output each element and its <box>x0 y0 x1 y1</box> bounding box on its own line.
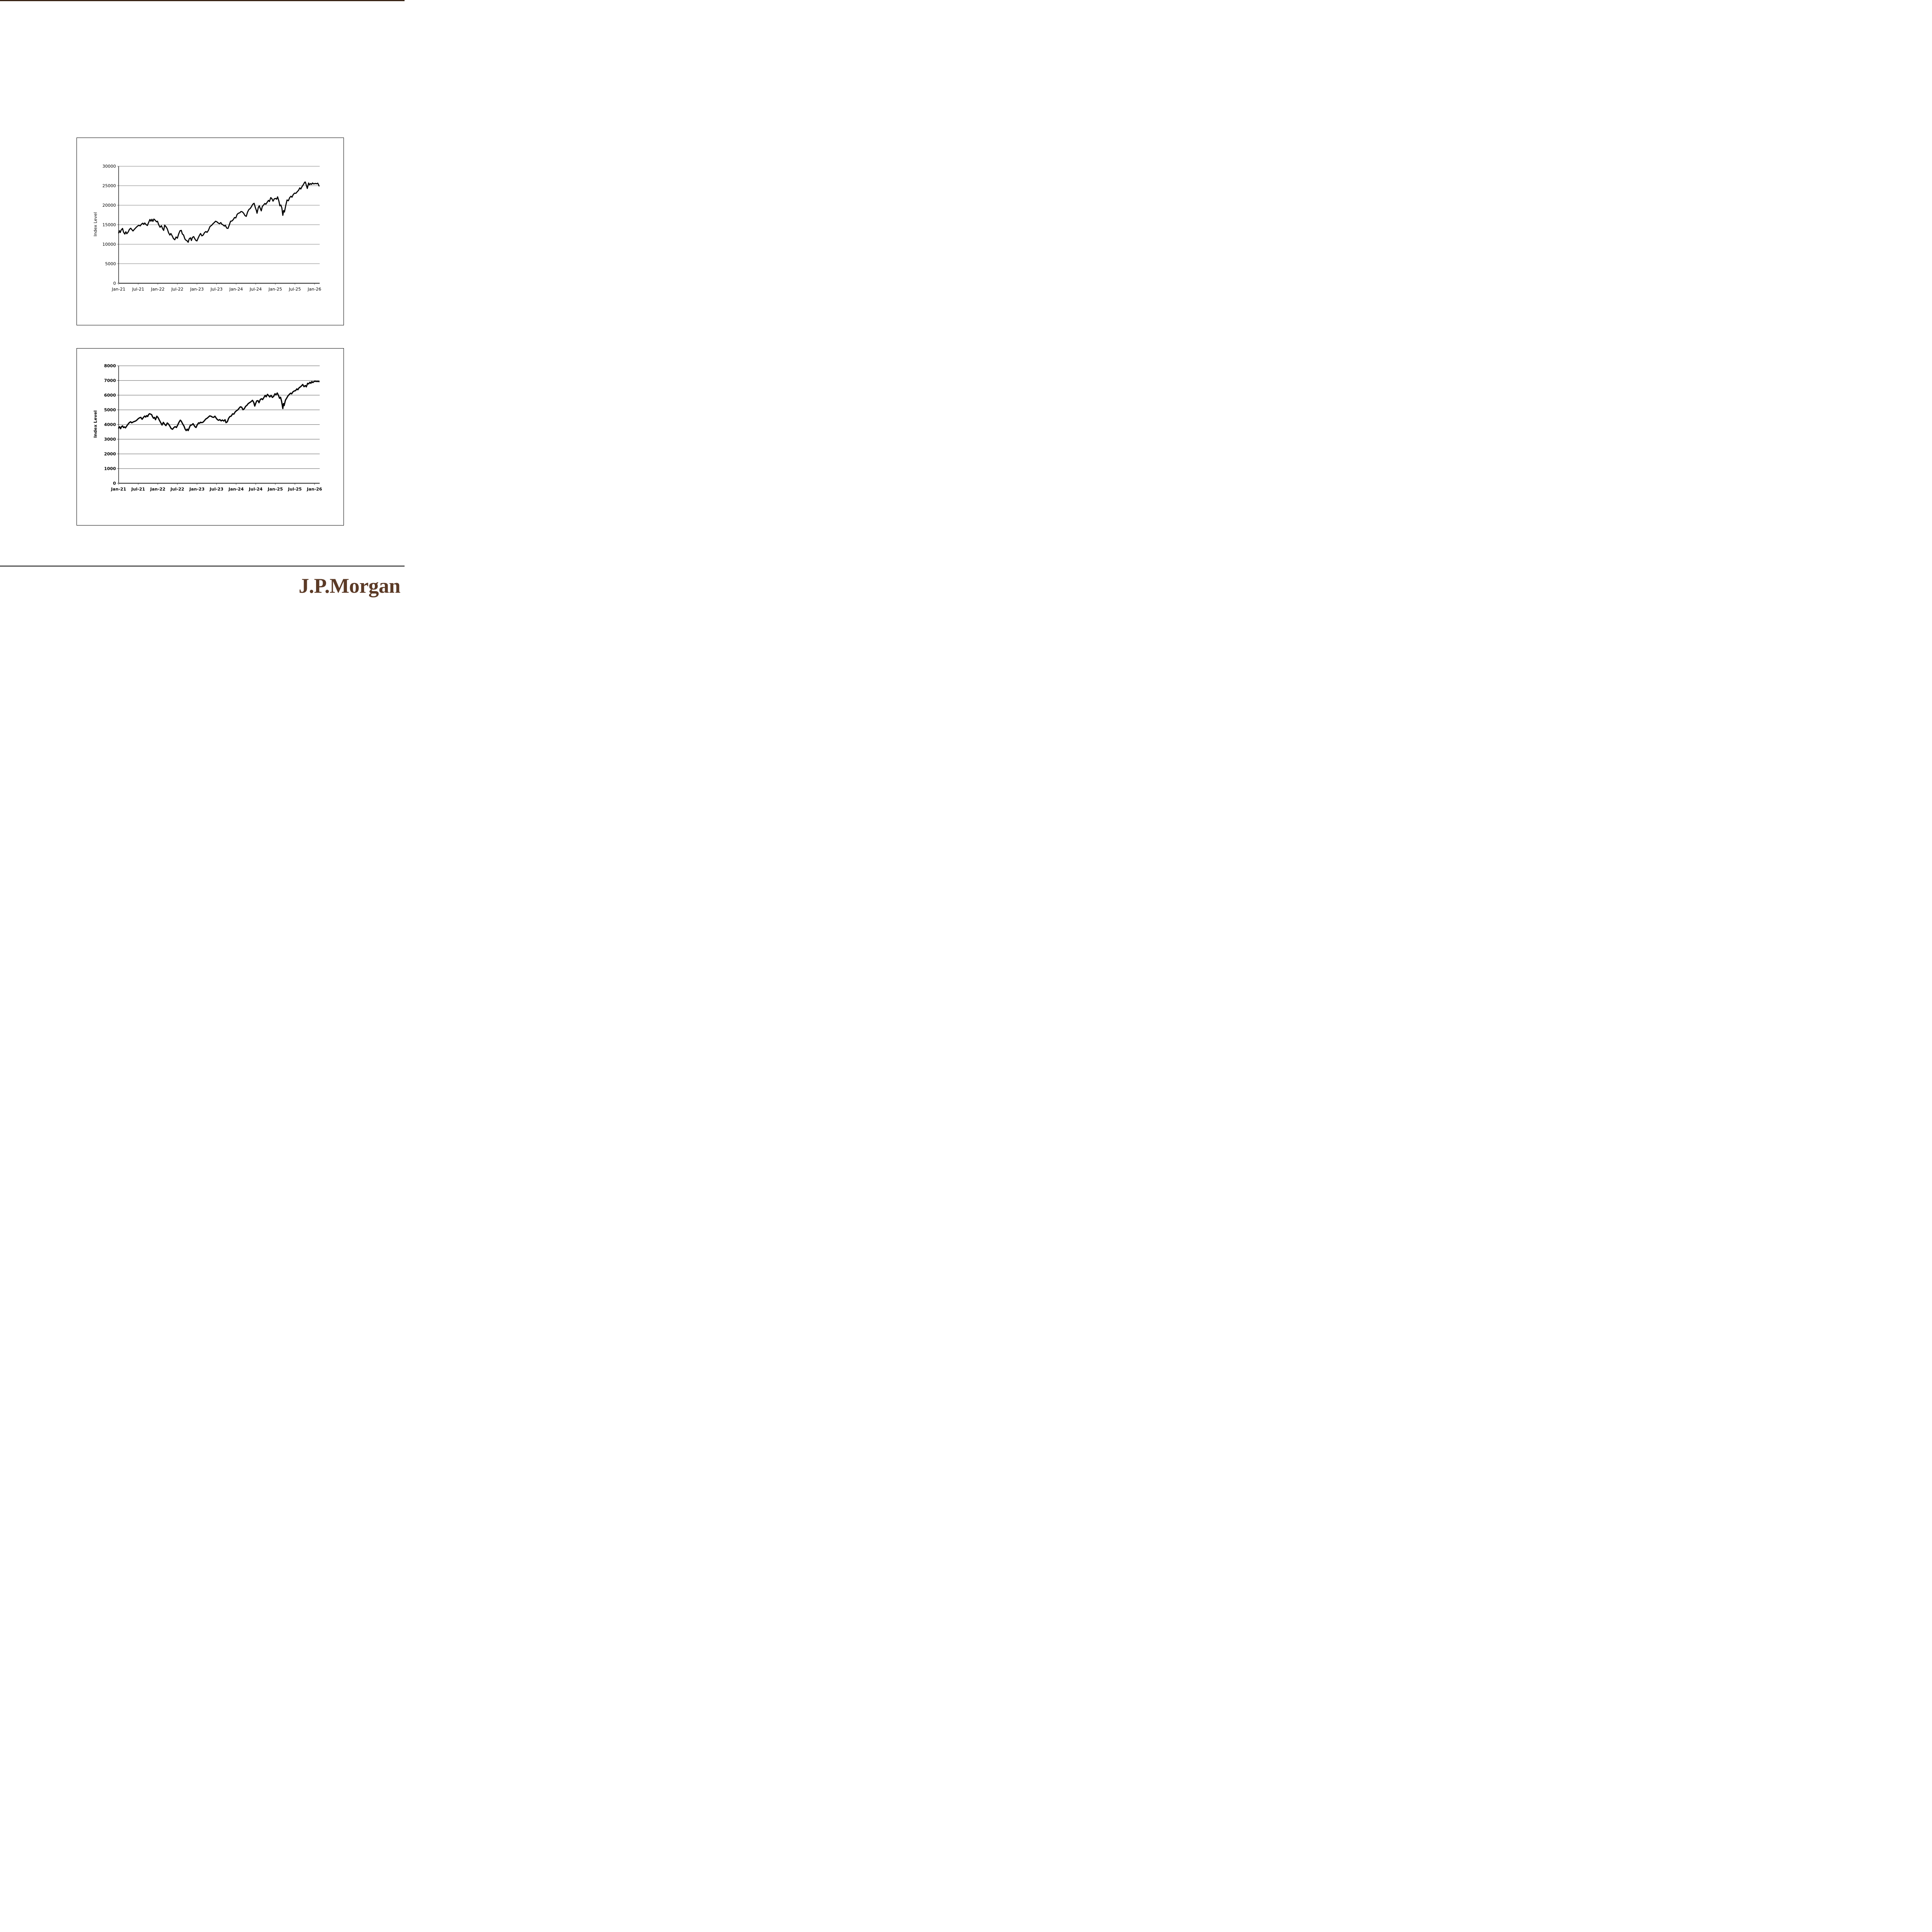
x-tick-label: Jul-21 <box>131 487 145 492</box>
y-tick-label: 6000 <box>104 393 116 398</box>
x-tick-label: Jul-24 <box>249 287 262 292</box>
y-tick-label: 7000 <box>104 378 116 383</box>
y-tick-label: 2000 <box>104 451 116 456</box>
y-tick-label: 5000 <box>104 407 116 412</box>
top-accent-bar <box>0 0 405 1</box>
y-tick-label: 20000 <box>102 203 116 208</box>
y-tick-label: 1000 <box>104 466 116 471</box>
y-tick-label: 8000 <box>104 363 116 368</box>
y-tick-label: 5000 <box>105 261 116 266</box>
x-tick-label: Jul-23 <box>210 287 223 292</box>
x-tick-label: Jul-25 <box>287 487 302 492</box>
x-tick-label: Jan-25 <box>268 287 282 292</box>
y-tick-label: 15000 <box>102 222 116 227</box>
y-tick-label: 4000 <box>104 422 116 427</box>
y-tick-label: 0 <box>113 281 116 286</box>
document-page: Index Level 0 5000 10000 15000 20000 25000 300… <box>0 0 405 601</box>
x-tick-label: Jan-23 <box>190 287 204 292</box>
top-index-chart: 0 5000 10000 15000 20000 25000 30000 Jan-21 Jul-… <box>102 164 321 292</box>
x-tick-label: Jul-21 <box>132 287 144 292</box>
y-tick-label: 25000 <box>102 183 116 188</box>
x-tick-label: Jul-24 <box>248 487 263 492</box>
x-tick-label: Jan-21 <box>111 487 126 492</box>
x-tick-label: Jan-21 <box>112 287 126 292</box>
x-tick-label: Jan-24 <box>229 287 243 292</box>
x-tick-label: Jul-22 <box>171 287 183 292</box>
x-tick-label: Jan-22 <box>151 287 165 292</box>
top-chart-panel: Index Level 0 5000 10000 15000 20000 25000 300… <box>77 138 344 325</box>
jpmorgan-logo: J.P.Morgan <box>299 574 401 597</box>
index-level-line <box>118 181 320 243</box>
x-tick-label: Jul-25 <box>289 287 301 292</box>
x-tick-label: Jan-25 <box>267 487 283 492</box>
x-tick-label: Jan-23 <box>189 487 204 492</box>
x-tick-label: Jan-24 <box>228 487 244 492</box>
x-tick-label: Jul-23 <box>209 487 224 492</box>
y-tick-label: 3000 <box>104 437 116 442</box>
x-tick-label: Jul-22 <box>170 487 184 492</box>
bottom-chart-panel: Index Level 0 1000 2000 3000 4000 5000 6000 700… <box>77 348 344 526</box>
x-tick-label: Jan-22 <box>150 487 165 492</box>
y-tick-label: 30000 <box>102 164 116 169</box>
index-level-line <box>118 381 320 431</box>
x-tick-label: Jan-26 <box>307 287 321 292</box>
x-tick-label: Jan-26 <box>306 487 322 492</box>
y-tick-label: 10000 <box>102 242 116 247</box>
y-tick-label: 0 <box>113 481 116 486</box>
bottom-index-chart: 0 1000 2000 3000 4000 5000 6000 7000 8000 Jan-21 J… <box>104 363 322 492</box>
